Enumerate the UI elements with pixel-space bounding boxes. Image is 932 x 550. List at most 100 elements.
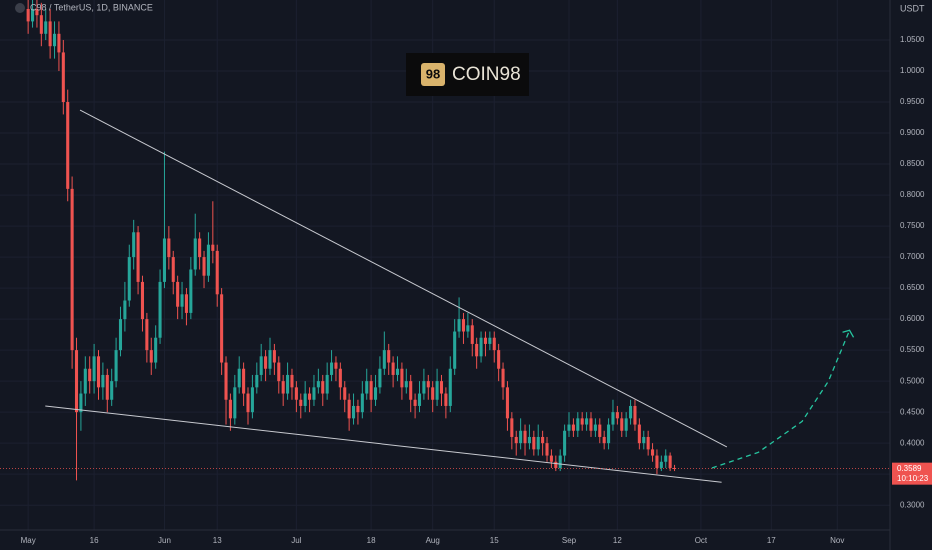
y-tick-label: 0.8500 xyxy=(900,159,925,168)
candle-body xyxy=(281,381,285,394)
candle-body xyxy=(488,337,492,344)
candle-body xyxy=(519,430,523,444)
candle-body xyxy=(624,418,628,431)
candle-body xyxy=(145,319,149,351)
y-tick-label: 1.0000 xyxy=(900,66,925,75)
candle-body xyxy=(571,424,575,431)
candle-body xyxy=(286,374,290,394)
candle-body xyxy=(123,300,127,320)
x-tick-label: Aug xyxy=(426,536,440,545)
candle-body xyxy=(259,356,263,375)
x-tick-label: 18 xyxy=(367,536,376,545)
candle-body xyxy=(541,436,545,444)
currency: USDT xyxy=(900,3,925,13)
x-tick-label: Sep xyxy=(562,536,577,545)
candle-body xyxy=(343,387,347,400)
candle-body xyxy=(664,455,668,462)
candle-body xyxy=(308,393,312,400)
candle-body xyxy=(180,294,184,307)
x-tick-label: 16 xyxy=(90,536,99,545)
x-tick-label: Jul xyxy=(291,536,301,545)
candle-body xyxy=(545,443,549,456)
projection-line xyxy=(711,330,851,469)
candle-body xyxy=(637,424,641,444)
candle-body xyxy=(514,436,518,444)
candle-body xyxy=(325,374,329,394)
symbol-title: C98 / TetherUS, 1D, BINANCE xyxy=(30,2,153,12)
candle-body xyxy=(510,418,514,437)
x-tick-label: Jun xyxy=(158,536,171,545)
candle-body xyxy=(505,387,509,419)
candle-body xyxy=(431,387,435,400)
candle-body xyxy=(435,381,439,400)
candle-body xyxy=(303,393,307,406)
candle-body xyxy=(659,461,663,468)
candle-body xyxy=(83,368,87,394)
candle-body xyxy=(110,381,114,400)
candle-body xyxy=(48,21,52,47)
logo-text: COIN98 xyxy=(452,64,521,85)
y-tick-label: 0.7500 xyxy=(900,221,925,230)
candle-body xyxy=(585,418,589,425)
y-tick-label: 0.6000 xyxy=(900,314,925,323)
candle-body xyxy=(61,52,65,103)
y-tick-label: 0.8000 xyxy=(900,190,925,199)
candle-body xyxy=(330,362,334,375)
candle-body xyxy=(373,387,378,400)
candle-body xyxy=(470,325,474,344)
candle-body xyxy=(646,436,650,450)
candle-body xyxy=(655,455,659,468)
candle-body xyxy=(382,350,386,369)
candle-body xyxy=(101,374,105,388)
symbol-icon xyxy=(15,3,25,13)
candle-body xyxy=(395,368,400,375)
candle-body xyxy=(338,368,342,388)
candle-body xyxy=(439,381,444,394)
candle-body xyxy=(400,368,404,388)
countdown: 10:10:23 xyxy=(897,474,929,483)
candle-body xyxy=(457,319,461,332)
candle-body xyxy=(602,436,606,444)
candle-body xyxy=(492,337,496,351)
candle-body xyxy=(554,461,558,468)
candle-body xyxy=(417,393,422,406)
candle-body xyxy=(44,21,48,34)
candle-body xyxy=(475,343,479,357)
candle-body xyxy=(184,294,188,313)
candle-body xyxy=(242,368,246,394)
candle-body xyxy=(66,102,70,189)
candle-body xyxy=(250,387,254,413)
candle-body xyxy=(365,381,369,394)
candle-body xyxy=(255,374,259,388)
candle-body xyxy=(189,269,193,313)
x-tick-label: 13 xyxy=(213,536,222,545)
candle-body xyxy=(176,281,180,307)
candle-body xyxy=(277,362,281,382)
candle-body xyxy=(391,362,395,375)
candle-body xyxy=(233,387,237,419)
candle-body xyxy=(466,325,470,332)
candle-body xyxy=(154,337,158,363)
y-tick-label: 0.3000 xyxy=(900,500,925,509)
candle-body xyxy=(215,250,219,295)
candle-body xyxy=(316,381,320,388)
candle-body xyxy=(171,257,175,282)
y-tick-label: 0.4500 xyxy=(900,407,925,416)
x-tick-label: Oct xyxy=(695,536,708,545)
candle-body xyxy=(211,244,215,251)
candle-body xyxy=(558,455,562,468)
candle-body xyxy=(615,412,619,419)
candle-body xyxy=(523,430,527,444)
candle-body xyxy=(444,393,448,406)
candle-body xyxy=(290,374,294,388)
candle-body xyxy=(404,381,408,388)
y-tick-label: 1.0500 xyxy=(900,35,925,44)
candle-body xyxy=(360,393,364,413)
candle-body xyxy=(140,281,145,320)
candle-body xyxy=(607,424,611,444)
candle-body xyxy=(426,381,430,388)
candle-body xyxy=(536,436,540,450)
candle-body xyxy=(567,424,571,431)
trendline xyxy=(45,405,722,483)
candle-body xyxy=(448,368,452,406)
